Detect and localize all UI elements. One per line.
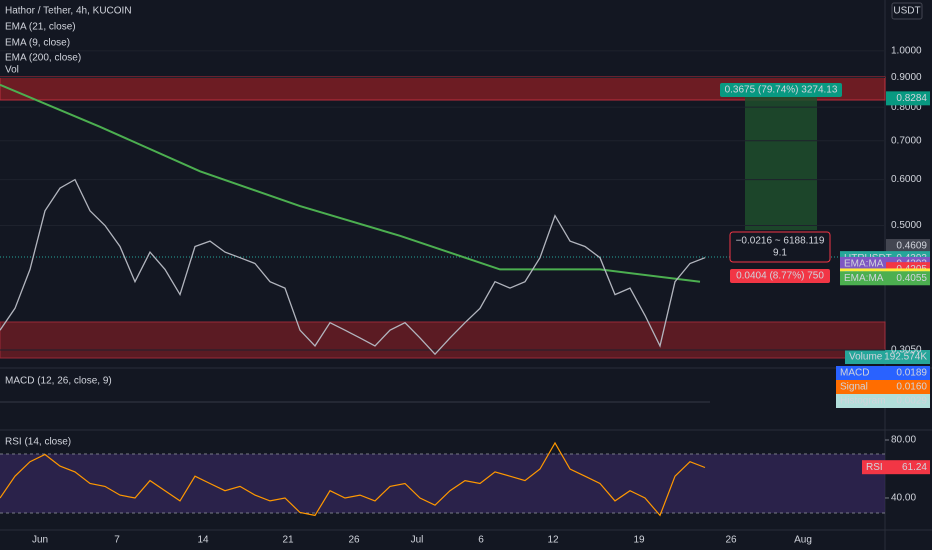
ema200-line: [0, 83, 701, 283]
price-tick-label: 1.0000: [891, 46, 922, 57]
x-tick-label: Jul: [411, 535, 424, 546]
macd-tag: [836, 394, 930, 408]
volume-name: Volume: [849, 352, 883, 363]
stop-label: 0.0404 (8.77%) 750: [736, 271, 824, 282]
price-tag: [886, 91, 930, 106]
macd-tag-value: 0.0160: [896, 382, 927, 393]
macd-title: MACD (12, 26, close, 9): [5, 376, 112, 387]
indicator-label: EMA (21, close): [5, 22, 76, 33]
price-tag: [840, 271, 930, 286]
price-tag: [886, 239, 930, 254]
x-tick-label: 26: [725, 535, 737, 546]
measure-box: [729, 231, 831, 263]
volume-value: 192.574K: [884, 352, 927, 363]
price-line: [0, 178, 706, 356]
target-label-box: [720, 83, 842, 97]
x-tick-label: Aug: [794, 535, 812, 546]
measure-label: −0.0216 ~ 6188.119: [736, 236, 825, 247]
macd-tag-name: MACD: [840, 368, 869, 379]
x-tick-label: 6: [478, 535, 484, 546]
rsi-tick-label: 40.00: [891, 493, 916, 504]
stop-label-box: [730, 269, 830, 283]
symbol-title: Hathor / Tether, 4h, KUCOIN: [5, 6, 132, 17]
x-tick-label: Jun: [32, 535, 48, 546]
price-tag-value: 0.8284: [896, 93, 927, 104]
x-tick-label: 26: [348, 535, 360, 546]
rsi-tag-value: 61.24: [902, 462, 927, 473]
price-tick-label: 0.8000: [891, 102, 922, 113]
indicator-label: Vol: [5, 65, 19, 76]
rsi-tag-name: RSI: [866, 462, 883, 473]
support-zone: [0, 321, 886, 359]
x-tick-label: 7: [114, 535, 120, 546]
macd-tag-name: Signal: [840, 382, 868, 393]
price-tick-label: 0.6000: [891, 174, 922, 185]
price-tick-label: 0.9000: [891, 72, 922, 83]
macd-tag: [836, 366, 930, 380]
price-tag-value: 0.4609: [896, 241, 927, 252]
macd-tag-value: 0.0189: [896, 368, 927, 379]
price-tag-value: 0.4055: [896, 273, 927, 284]
x-tick-label: 19: [633, 535, 645, 546]
x-tick-label: 14: [197, 535, 209, 546]
rsi-tag: [862, 460, 930, 475]
rsi-band: [0, 454, 885, 513]
price-tick-label: 0.7000: [891, 135, 922, 146]
currency-box[interactable]: [891, 2, 923, 20]
rsi-line: [0, 441, 706, 517]
price-tag-name: EMA:MA: [844, 273, 884, 284]
indicator-label: EMA (9, close): [5, 38, 70, 49]
measure-sub-label: 9.1: [773, 248, 787, 259]
volume-tag: [845, 350, 930, 364]
price-tick-label: 0.5000: [891, 220, 922, 231]
x-tick-label: 12: [547, 535, 559, 546]
price-tag-name: EMA:MA: [844, 259, 884, 270]
macd-tag-value: 0.0029: [896, 396, 927, 407]
indicator-label: EMA (200, close): [5, 53, 81, 64]
rsi-title: RSI (14, close): [5, 437, 71, 448]
price-tick-label: 0.3050: [891, 345, 922, 356]
target-label: 0.3675 (79.74%) 3274.13: [725, 85, 838, 96]
currency-label[interactable]: USDT: [893, 6, 920, 17]
macd-tag: [836, 380, 930, 394]
x-tick-label: 21: [282, 535, 294, 546]
rsi-tick-label: 80.00: [891, 435, 916, 446]
target-zone: [745, 90, 817, 230]
macd-tag-name: Histogram: [840, 396, 886, 407]
